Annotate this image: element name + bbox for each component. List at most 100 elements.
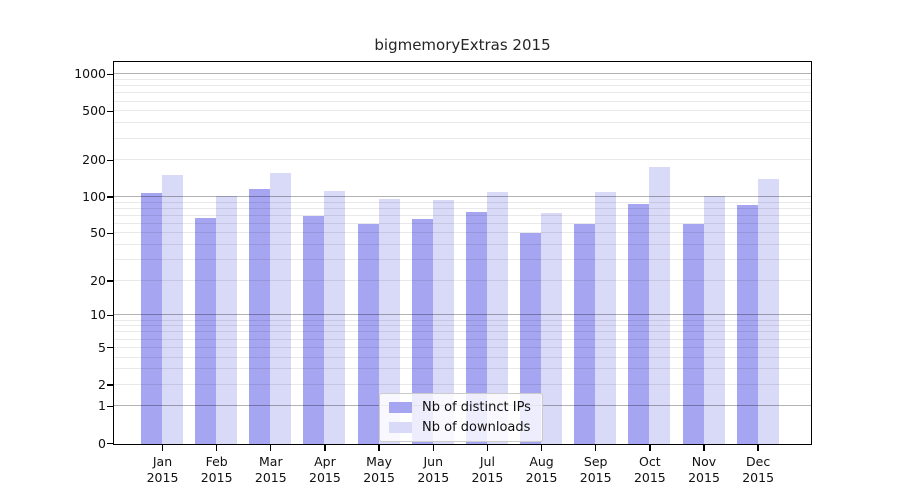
x-tick-month: Jun xyxy=(423,454,444,469)
bar-downloads-jan xyxy=(162,175,183,444)
x-tick-mark-jun xyxy=(432,445,434,451)
x-tick-month: May xyxy=(366,454,393,469)
y-tick-mark-200 xyxy=(106,159,113,161)
x-tick-year: 2015 xyxy=(363,469,395,485)
chart-title: bigmemoryExtras 2015 xyxy=(374,36,551,54)
gridline-major-10 xyxy=(114,314,811,316)
x-tick-year: 2015 xyxy=(417,469,450,485)
x-tick-month: Sep xyxy=(583,454,608,469)
y-tick-mark-50 xyxy=(106,232,113,235)
y-tick-mark-10 xyxy=(106,314,113,317)
gridline-minor-400 xyxy=(114,122,811,124)
x-tick-label-may: May 2015 xyxy=(347,454,411,485)
y-tick-label-0: 0 xyxy=(98,435,106,451)
legend-item-distinct-ips: Nb of distinct IPs xyxy=(389,400,531,415)
legend-swatch-distinct-ips xyxy=(389,401,412,413)
bar-distinct-ips-jan xyxy=(141,193,162,444)
plot-area xyxy=(113,60,812,445)
x-tick-mark-aug xyxy=(540,445,543,451)
gridline-minor-5 xyxy=(114,346,811,348)
x-tick-label-sep: Sep 2015 xyxy=(564,454,628,485)
gridline-minor-200 xyxy=(114,159,811,161)
y-tick-mark-0 xyxy=(106,442,113,445)
y-tick-label-1: 1 xyxy=(98,398,106,414)
bar-downloads-aug xyxy=(541,212,563,444)
bar-downloads-oct xyxy=(649,166,671,444)
x-tick-year: 2015 xyxy=(146,469,179,485)
x-tick-month: Mar xyxy=(259,454,283,469)
gridline-major-100 xyxy=(114,195,811,197)
bar-downloads-sep xyxy=(595,191,617,444)
bar-distinct-ips-aug xyxy=(520,232,542,444)
y-tick-mark-2 xyxy=(106,384,113,386)
x-tick-mark-dec xyxy=(757,445,759,451)
legend-label-distinct-ips: Nb of distinct IPs xyxy=(422,399,531,415)
x-tick-year: 2015 xyxy=(633,469,666,485)
gridline-minor-800 xyxy=(114,85,811,87)
bar-distinct-ips-feb xyxy=(195,217,217,444)
gridline-minor-2 xyxy=(114,383,811,385)
bar-distinct-ips-jun xyxy=(411,218,433,444)
x-tick-month: Oct xyxy=(639,454,661,469)
y-tick-label-20: 20 xyxy=(90,272,106,288)
x-tick-mark-mar xyxy=(270,445,272,451)
x-tick-label-jul: Jul 2015 xyxy=(455,454,519,485)
bar-downloads-may xyxy=(378,198,400,444)
x-tick-month: Jan xyxy=(152,454,173,469)
x-tick-month: Apr xyxy=(314,454,336,469)
x-tick-month: Nov xyxy=(691,454,717,469)
bar-distinct-ips-sep xyxy=(574,224,596,444)
x-tick-label-jun: Jun 2015 xyxy=(401,454,465,485)
y-tick-label-100: 100 xyxy=(82,188,106,204)
bar-distinct-ips-may xyxy=(357,223,379,444)
gridline-minor-7 xyxy=(114,331,811,333)
x-tick-year: 2015 xyxy=(471,469,504,485)
x-tick-mark-jan xyxy=(161,445,164,451)
bar-distinct-ips-apr xyxy=(303,216,325,444)
bar-downloads-jun xyxy=(432,200,454,444)
gridline-major-1000 xyxy=(114,73,811,75)
y-tick-mark-1000 xyxy=(106,73,113,76)
x-tick-year: 2015 xyxy=(525,469,558,485)
bar-distinct-ips-oct xyxy=(628,203,650,444)
x-tick-label-mar: Mar 2015 xyxy=(239,454,303,485)
y-tick-mark-500 xyxy=(106,110,113,113)
bar-downloads-jul xyxy=(486,191,508,444)
y-tick-label-1000: 1000 xyxy=(74,66,106,82)
gridline-minor-3 xyxy=(114,368,811,370)
x-tick-mark-apr xyxy=(324,445,326,451)
y-tick-label-500: 500 xyxy=(82,103,106,119)
x-tick-mark-sep xyxy=(595,445,597,451)
x-tick-year: 2015 xyxy=(688,469,720,485)
x-tick-mark-nov xyxy=(703,445,705,451)
gridline-minor-9 xyxy=(114,319,811,321)
bars-layer xyxy=(114,62,811,444)
y-tick-label-50: 50 xyxy=(90,225,106,241)
x-tick-month: Aug xyxy=(529,454,554,469)
gridline-minor-80 xyxy=(114,207,811,209)
bar-downloads-dec xyxy=(757,179,779,444)
x-tick-year: 2015 xyxy=(742,469,775,485)
y-tick-mark-5 xyxy=(106,347,113,349)
bar-distinct-ips-dec xyxy=(736,204,758,444)
bar-downloads-feb xyxy=(216,195,238,444)
x-tick-label-aug: Aug 2015 xyxy=(510,454,574,485)
y-tick-mark-20 xyxy=(106,280,113,282)
x-tick-label-dec: Dec 2015 xyxy=(726,454,790,485)
legend-swatch-downloads xyxy=(389,421,412,433)
x-tick-label-apr: Apr 2015 xyxy=(293,454,357,485)
legend: Nb of distinct IPs Nb of downloads xyxy=(379,392,543,442)
gridline-minor-500 xyxy=(114,110,811,112)
gridline-minor-4 xyxy=(114,356,811,358)
gridline-minor-60 xyxy=(114,222,811,224)
x-tick-year: 2015 xyxy=(309,469,341,485)
gridline-minor-600 xyxy=(114,100,811,102)
bar-downloads-apr xyxy=(324,191,346,444)
gridline-minor-40 xyxy=(114,244,811,246)
x-tick-year: 2015 xyxy=(579,469,612,485)
bar-downloads-mar xyxy=(270,172,292,444)
gridline-minor-900 xyxy=(114,79,811,81)
y-tick-label-200: 200 xyxy=(82,152,106,168)
x-tick-mark-jul xyxy=(486,445,489,451)
